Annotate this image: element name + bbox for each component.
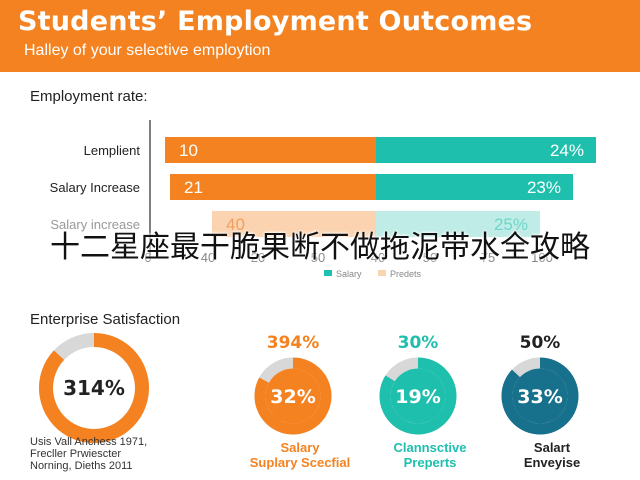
legend-label-2: Predets (390, 269, 422, 279)
gauge-3-fill (390, 368, 446, 424)
gauge-4-fill (512, 368, 568, 424)
gauge-1-value: 314% (63, 376, 125, 400)
enterprise-section-title: Enterprise Satisfaction (30, 311, 181, 328)
category-label-3: Salary increase (50, 217, 140, 232)
bar-teal-label-1: 24% (550, 141, 584, 160)
x-tick-label-4: 50 (311, 250, 325, 265)
x-tick-label-1: 0 (144, 250, 151, 265)
footnote: Usis Vall Anchess 1971, Frecller Prwiesc… (30, 436, 147, 472)
page-subtitle: Halley of your selective employtion (24, 42, 271, 59)
footnote-line-1: Usis Vall Anchess 1971, (30, 436, 148, 448)
bar-orange-1 (165, 137, 376, 163)
gauge-2-arc (254, 357, 332, 435)
gauge-2-bottom-line-1: Salary (280, 440, 320, 455)
bar-teal-label-2: 23% (527, 178, 561, 197)
category-label-2: Salary Increase (50, 180, 140, 195)
legend-label-1: Salary (336, 269, 362, 279)
overlay-caption: 十二星座最干脆果断不做拖泥带水全攻略 (50, 230, 590, 265)
gauge-4-bottom-line-1: Salart (533, 440, 571, 455)
x-tick-label-6: 50 (423, 250, 437, 265)
gauge-2-bottom-label: Salary Suplary Scecfial (220, 440, 380, 470)
gauge-4-top-label: 50% (520, 333, 561, 353)
footnote-line-2: Frecller Prwiescter (30, 448, 122, 460)
gauge-4-bottom-label: Salart Enveyise (472, 440, 632, 470)
bar-orange-2 (170, 174, 376, 200)
gauge-3-bottom-line-2: Preperts (403, 455, 457, 470)
employment-section-title: Employment rate: (30, 88, 148, 105)
gauge-1-arc (39, 333, 149, 443)
gauge-4-arc (501, 357, 579, 435)
gauge-3-top-label: 30% (398, 333, 439, 353)
header-banner: Students’ Employment Outcomes Halley of … (0, 0, 640, 72)
bar-orange-label-1: 10 (179, 141, 198, 160)
category-label-1: Lemplient (84, 143, 141, 158)
x-tick-label-7: 75 (481, 250, 495, 265)
x-tick-label-2: 40 (201, 250, 215, 265)
x-tick-label-3: 20 (251, 250, 265, 265)
gauge-2-value: 32% (270, 386, 315, 408)
page-title: Students’ Employment Outcomes (18, 6, 533, 37)
bar-orange-label-2: 21 (184, 178, 203, 197)
gauge-2-top-label: 394% (267, 333, 320, 353)
bar-orange-label-3: 40 (226, 215, 245, 234)
bar-teal-3 (376, 211, 540, 237)
gauge-3-value: 19% (395, 386, 440, 408)
legend-swatch-1 (324, 270, 332, 276)
gauge-2-fill (265, 368, 321, 424)
footnote-line-3: Norning, Dieths 2011 (30, 460, 133, 472)
bar-teal-2 (376, 174, 573, 200)
gauge-2-bottom-line-2: Suplary Scecfial (249, 455, 351, 470)
gauge-4-value: 33% (517, 386, 562, 408)
gauge-4-bottom-line-2: Enveyise (523, 455, 581, 470)
gauge-3-arc (379, 357, 457, 435)
gauge-3-bottom-line-1: Clannsctive (393, 440, 467, 455)
bar-teal-1 (376, 137, 596, 163)
x-tick-label-8: 100 (531, 250, 553, 265)
bar-orange-3 (212, 211, 376, 237)
x-tick-label-5: 40 (371, 250, 385, 265)
gauge-3-bottom-label: Clannsctive Preperts (350, 440, 510, 470)
legend-swatch-2 (378, 270, 386, 276)
bar-teal-label-3: 25% (494, 215, 528, 234)
